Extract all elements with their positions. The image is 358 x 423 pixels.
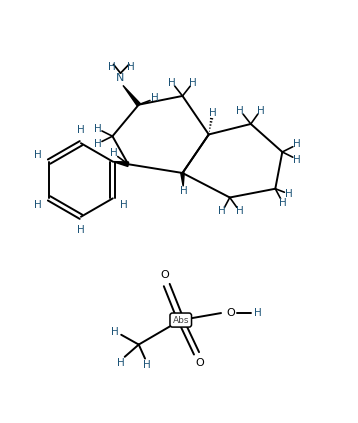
Text: H: H	[151, 93, 158, 103]
Text: H: H	[257, 106, 265, 115]
Text: H: H	[127, 62, 135, 72]
Text: H: H	[189, 78, 197, 88]
Text: H: H	[94, 139, 102, 149]
Text: H: H	[285, 189, 292, 199]
Text: N: N	[116, 73, 125, 83]
Text: H: H	[94, 124, 102, 134]
Text: O: O	[227, 308, 235, 318]
Text: H: H	[77, 225, 85, 235]
Text: Abs: Abs	[173, 316, 189, 324]
Text: H: H	[254, 308, 262, 318]
Polygon shape	[181, 173, 184, 186]
Text: H: H	[120, 200, 128, 210]
Text: H: H	[236, 106, 244, 115]
Polygon shape	[113, 162, 129, 167]
Text: O: O	[161, 270, 169, 280]
Polygon shape	[123, 85, 140, 106]
Text: H: H	[168, 78, 176, 88]
Text: H: H	[293, 155, 301, 165]
Text: H: H	[107, 62, 115, 72]
Text: H: H	[236, 206, 243, 216]
Text: H: H	[77, 125, 85, 135]
Text: H: H	[34, 200, 42, 210]
Text: H: H	[111, 327, 119, 337]
Text: H: H	[34, 150, 42, 160]
Text: H: H	[293, 139, 301, 149]
Text: H: H	[209, 108, 217, 118]
Text: H: H	[180, 186, 188, 196]
Text: H: H	[117, 358, 124, 368]
Text: H: H	[142, 360, 150, 370]
Text: H: H	[110, 148, 117, 158]
Text: H: H	[218, 206, 226, 216]
Text: O: O	[195, 358, 204, 368]
Text: H: H	[279, 198, 287, 208]
